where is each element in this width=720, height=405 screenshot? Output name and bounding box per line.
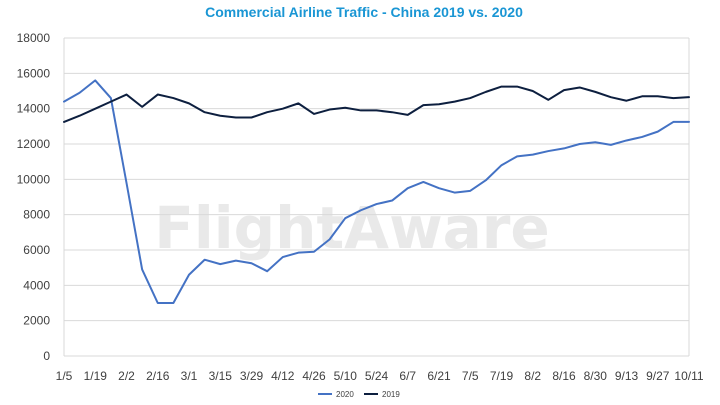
legend: 2020 2019 (318, 390, 400, 399)
x-tick-label: 3/29 (240, 369, 264, 383)
y-tick-label: 18000 (17, 31, 51, 45)
y-tick-label: 16000 (17, 66, 51, 80)
x-tick-label: 2/16 (146, 369, 170, 383)
x-tick-label: 3/1 (181, 369, 198, 383)
x-tick-label: 1/19 (84, 369, 108, 383)
y-tick-label: 6000 (23, 243, 50, 257)
legend-label-2019: 2019 (382, 390, 400, 399)
x-tick-label: 8/2 (524, 369, 541, 383)
y-tick-label: 10000 (17, 172, 51, 186)
x-tick-label: 7/19 (490, 369, 514, 383)
watermark: FlightAware (154, 194, 549, 262)
x-tick-label: 9/13 (615, 369, 639, 383)
x-tick-label: 5/10 (334, 369, 358, 383)
y-axis-tick-labels: 0 2000 4000 6000 8000 10000 12000 14000 16000 180… (17, 31, 51, 363)
y-tick-label: 2000 (23, 314, 50, 328)
gridlines (63, 37, 690, 357)
x-tick-label: 6/7 (399, 369, 416, 383)
y-tick-label: 12000 (17, 137, 51, 151)
x-tick-label: 10/11 (674, 369, 703, 383)
x-tick-label: 9/27 (646, 369, 670, 383)
x-axis-tick-labels: 1/5 1/19 2/2 2/16 3/1 3/15 3/29 4/12 4/26 5/10 5/2… (56, 369, 704, 383)
y-tick-label: 14000 (17, 102, 51, 116)
chart-title: Commercial Airline Traffic - China 2019 … (205, 4, 523, 20)
x-tick-label: 3/15 (209, 369, 233, 383)
y-tick-label: 8000 (23, 208, 50, 222)
x-tick-label: 8/30 (584, 369, 608, 383)
x-tick-label: 4/26 (302, 369, 326, 383)
legend-label-2020: 2020 (336, 390, 354, 399)
series-line-2020 (63, 79, 690, 304)
y-tick-label: 4000 (23, 278, 50, 292)
x-tick-label: 4/12 (271, 369, 295, 383)
x-tick-label: 5/24 (365, 369, 389, 383)
x-tick-label: 7/5 (462, 369, 479, 383)
x-tick-label: 1/5 (56, 369, 73, 383)
x-tick-label: 2/2 (118, 369, 135, 383)
series-line-2019 (63, 85, 690, 123)
x-tick-label: 6/21 (427, 369, 451, 383)
series-lines (63, 79, 690, 304)
x-tick-label: 8/16 (552, 369, 576, 383)
y-tick-label: 0 (43, 349, 50, 363)
